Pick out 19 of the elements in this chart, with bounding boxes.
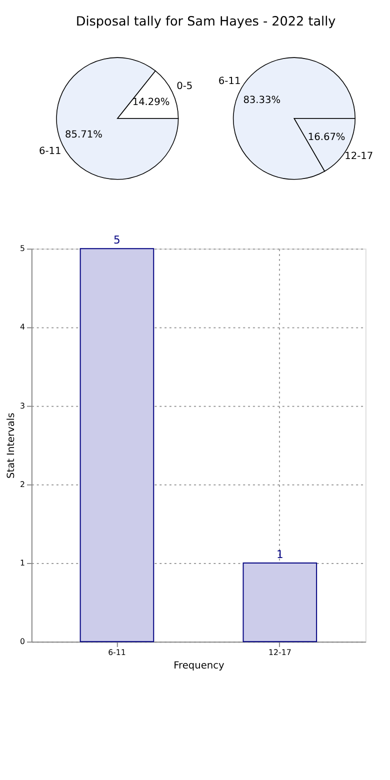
data-label: 14.29% <box>132 97 170 108</box>
y-tick-label: 5 <box>20 244 26 254</box>
y-tick-label: 0 <box>20 637 26 646</box>
slice-label: 12-17 <box>344 150 374 162</box>
slice-label: 6-11 <box>218 76 241 88</box>
y-tick-label: 3 <box>20 401 26 410</box>
slice-label: 6-11 <box>38 146 62 157</box>
data-label: 1 <box>276 548 284 562</box>
y-tick-label: 2 <box>20 480 26 489</box>
y-axis-title: Stat Intervals <box>6 412 18 478</box>
x-axis-title: Frequency <box>174 660 224 672</box>
y-tick-label: 1 <box>20 558 26 568</box>
data-label: 16.67% <box>308 132 346 144</box>
data-label: 85.71% <box>65 130 102 141</box>
y-tick-label: 4 <box>20 322 26 332</box>
data-label: 5 <box>114 234 120 247</box>
data-label: 83.33% <box>243 94 281 106</box>
slice-label: 0-5 <box>176 81 193 92</box>
chart-title: Disposal tally for Sam Hayes - 2022 tally <box>76 14 336 30</box>
